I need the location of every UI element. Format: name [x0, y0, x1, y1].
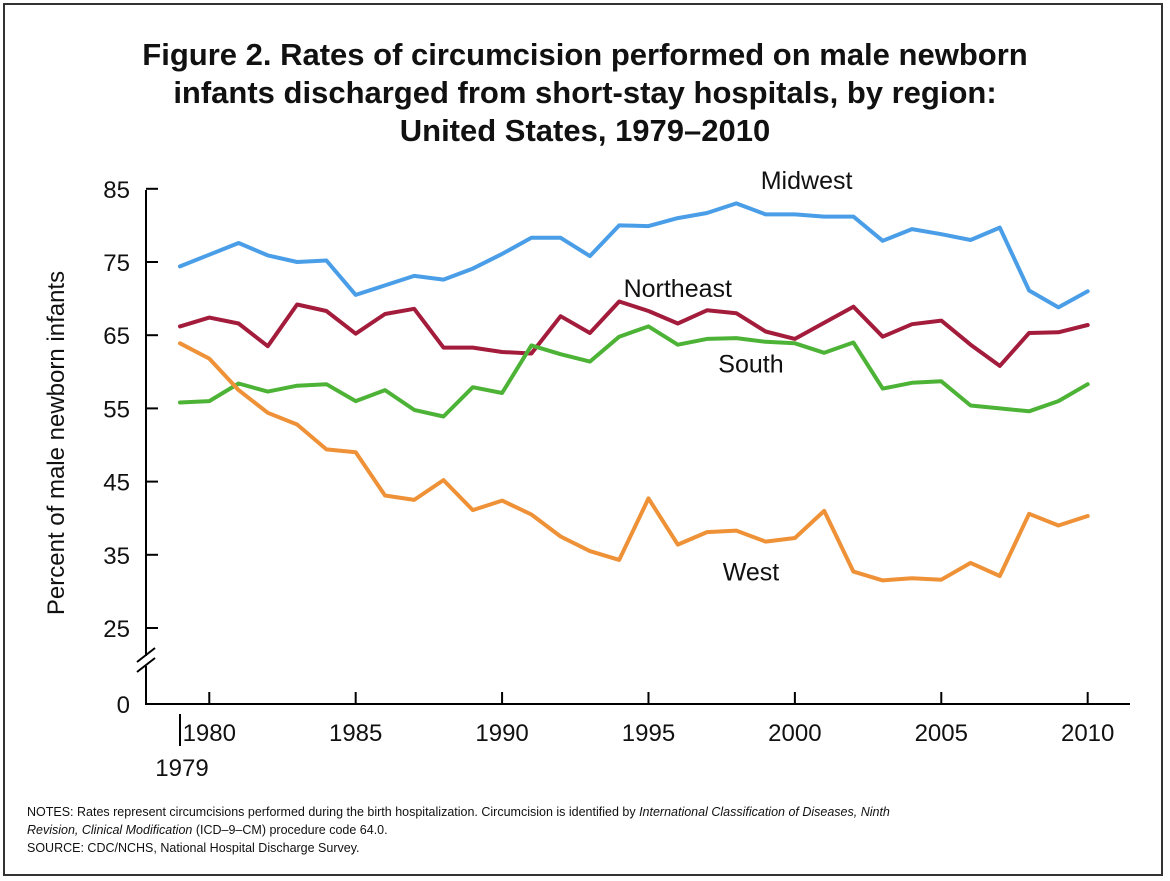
title-line-3: United States, 1979–2010	[399, 113, 771, 148]
y-axis-label: Percent of male newborn infants	[43, 271, 70, 615]
title-line-1: Figure 2. Rates of circumcision performe…	[142, 37, 1028, 72]
series-label-northeast: Northeast	[624, 275, 732, 303]
axis-break-mark	[136, 647, 156, 663]
y-tick-label: 85	[103, 177, 130, 204]
notes-text: NOTES: Rates represent circumcisions per…	[27, 805, 640, 819]
y-tick-label: 65	[103, 323, 130, 350]
title-line-2: infants discharged from short-stay hospi…	[173, 75, 997, 110]
series-label-midwest: Midwest	[761, 167, 853, 195]
x-tick-label: 2005	[915, 720, 968, 747]
series-line-midwest	[178, 201, 1090, 310]
x-tick-label: 1980	[183, 720, 236, 747]
notes-italic-2: Revision, Clinical Modification	[27, 823, 193, 837]
notes-line-1: NOTES: Rates represent circumcisions per…	[27, 803, 1147, 821]
x-tick-label: 1985	[329, 720, 382, 747]
y-tick-label: 55	[103, 396, 130, 423]
x-tick-label: 2010	[1061, 720, 1114, 747]
notes-italic-1: International Classification of Diseases…	[639, 805, 890, 819]
line-chart: 85 75 65 55 45 35 25 0 1980 1985 1990 1995 2000 2005 2…	[43, 167, 1130, 782]
x-tick-label: 1990	[475, 720, 528, 747]
notes-line-2: Revision, Clinical Modification (ICD–9–C…	[27, 821, 1147, 839]
y-tick-label: 45	[103, 470, 130, 497]
notes-code: (ICD–9–CM) procedure code 64.0.	[192, 823, 388, 837]
x-start-label: 1979	[155, 755, 208, 782]
x-tick-label: 2000	[768, 720, 821, 747]
chart-title: Figure 2. Rates of circumcision performe…	[0, 36, 1170, 150]
source-line: SOURCE: CDC/NCHS, National Hospital Disc…	[27, 841, 360, 855]
y-tick-label: 35	[103, 543, 130, 570]
series-line-west	[178, 341, 1090, 583]
series-line-northeast	[178, 299, 1090, 368]
y-tick-label: 25	[103, 616, 130, 643]
figure-frame	[3, 3, 1163, 876]
y-tick-label: 75	[103, 250, 130, 277]
series-label-west: West	[723, 558, 780, 586]
series-label-south: South	[718, 351, 783, 379]
series-line-south	[178, 324, 1090, 419]
y-tick-label: 0	[117, 692, 130, 719]
x-tick-label: 1995	[622, 720, 675, 747]
axis-break-mark	[136, 657, 156, 673]
chart-notes: NOTES: Rates represent circumcisions per…	[27, 803, 1147, 857]
